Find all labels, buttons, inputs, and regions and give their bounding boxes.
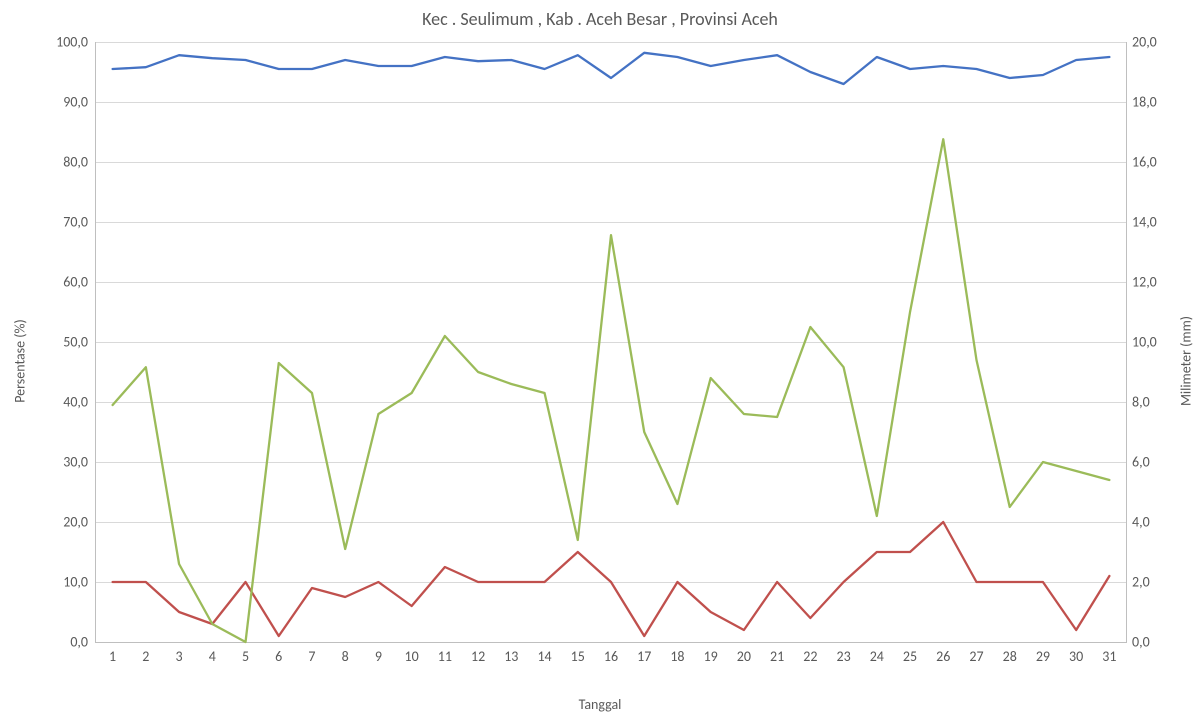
x-tick: 31 <box>1102 648 1116 665</box>
x-tick: 11 <box>438 648 452 665</box>
x-tick: 4 <box>209 648 216 665</box>
y-right-tick: 18,0 <box>1132 94 1157 111</box>
x-tick: 5 <box>242 648 249 665</box>
x-tick: 21 <box>770 648 784 665</box>
x-tick: 17 <box>637 648 651 665</box>
x-tick: 29 <box>1036 648 1050 665</box>
y-right-tick: 0,0 <box>1132 634 1150 651</box>
y-right-tick: 20,0 <box>1132 34 1157 51</box>
x-tick: 12 <box>471 648 485 665</box>
x-tick: 15 <box>571 648 585 665</box>
x-tick: 3 <box>176 648 183 665</box>
x-tick: 7 <box>308 648 315 665</box>
y-right-tick: 2,0 <box>1132 574 1150 591</box>
x-tick: 25 <box>903 648 917 665</box>
chart-container: Kec . Seulimum , Kab . Aceh Besar , Prov… <box>0 0 1200 721</box>
x-tick: 8 <box>342 648 349 665</box>
y-left-tick: 70,0 <box>63 214 88 231</box>
red-line <box>113 522 1110 636</box>
y-left-tick: 30,0 <box>63 454 88 471</box>
blue-line <box>113 53 1110 84</box>
x-tick: 9 <box>375 648 382 665</box>
y-right-tick: 4,0 <box>1132 514 1150 531</box>
y-left-tick: 10,0 <box>63 574 88 591</box>
x-tick: 26 <box>936 648 950 665</box>
y-left-tick: 50,0 <box>63 334 88 351</box>
x-tick: 28 <box>1003 648 1017 665</box>
x-tick: 6 <box>275 648 282 665</box>
y-right-tick: 12,0 <box>1132 274 1157 291</box>
x-tick: 24 <box>870 648 884 665</box>
y-right-tick: 8,0 <box>1132 394 1150 411</box>
y-left-tick: 80,0 <box>63 154 88 171</box>
y-left-tick: 0,0 <box>70 634 88 651</box>
y-left-axis-label: Persentase (%) <box>12 319 29 403</box>
x-tick: 23 <box>836 648 850 665</box>
y-right-tick: 14,0 <box>1132 214 1157 231</box>
y-left-tick: 20,0 <box>63 514 88 531</box>
y-right-tick: 6,0 <box>1132 454 1150 471</box>
x-tick: 16 <box>604 648 618 665</box>
series-layer <box>96 42 1126 642</box>
x-tick: 18 <box>670 648 684 665</box>
y-right-tick: 16,0 <box>1132 154 1157 171</box>
x-tick: 13 <box>504 648 518 665</box>
y-right-tick: 10,0 <box>1132 334 1157 351</box>
x-tick: 10 <box>405 648 419 665</box>
green-line <box>113 139 1110 642</box>
x-tick: 20 <box>737 648 751 665</box>
x-tick: 14 <box>537 648 551 665</box>
y-left-tick: 60,0 <box>63 274 88 291</box>
x-tick: 19 <box>704 648 718 665</box>
x-axis-label: Tanggal <box>0 696 1200 713</box>
x-tick: 22 <box>803 648 817 665</box>
y-right-axis-label: Milimeter (mm) <box>1178 315 1195 405</box>
x-tick: 30 <box>1069 648 1083 665</box>
y-left-tick: 90,0 <box>63 94 88 111</box>
y-left-tick: 100,0 <box>56 34 88 51</box>
x-tick: 27 <box>969 648 983 665</box>
x-tick: 2 <box>142 648 149 665</box>
y-left-tick: 40,0 <box>63 394 88 411</box>
x-tick: 1 <box>109 648 116 665</box>
chart-title: Kec . Seulimum , Kab . Aceh Besar , Prov… <box>0 8 1200 30</box>
plot-area: 0,010,020,030,040,050,060,070,080,090,01… <box>95 42 1127 643</box>
